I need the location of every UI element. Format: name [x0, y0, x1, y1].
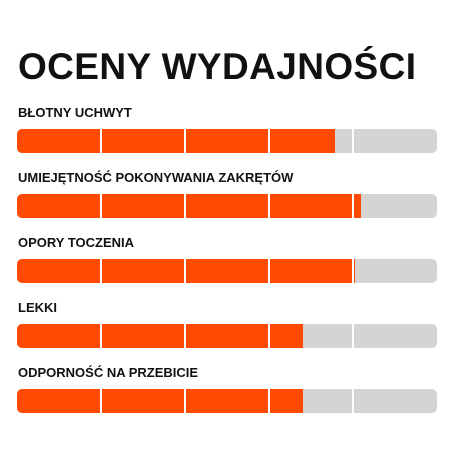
performance-ratings: BŁOTNY UCHWYT UMIEJĘTNOŚĆ POKONYWANIA ZA…: [17, 102, 437, 427]
segment-divider: [100, 324, 102, 348]
rating-bar: [17, 324, 437, 348]
rating-bar-fill: [17, 259, 356, 283]
rating-label: OPORY TOCZENIA: [18, 235, 135, 250]
rating-bar: [17, 259, 437, 283]
rating-row: LEKKI: [17, 297, 437, 362]
segment-divider: [184, 194, 186, 218]
segment-divider: [100, 259, 102, 283]
segment-divider: [268, 389, 270, 413]
segment-divider: [100, 389, 102, 413]
segment-divider: [352, 259, 354, 283]
segment-divider: [184, 389, 186, 413]
rating-row: UMIEJĘTNOŚĆ POKONYWANIA ZAKRĘTÓW: [17, 167, 437, 232]
rating-label: BŁOTNY UCHWYT: [18, 105, 132, 120]
rating-bar: [17, 389, 437, 413]
segment-divider: [352, 389, 354, 413]
segment-divider: [100, 129, 102, 153]
segment-divider: [352, 129, 354, 153]
rating-bar-fill: [17, 194, 361, 218]
page-title: OCENY WYDAJNOŚCI: [18, 45, 417, 87]
segment-divider: [268, 129, 270, 153]
segment-divider: [184, 129, 186, 153]
segment-divider: [268, 194, 270, 218]
rating-label: LEKKI: [18, 300, 57, 315]
segment-divider: [352, 324, 354, 348]
rating-bar: [17, 194, 437, 218]
segment-divider: [352, 194, 354, 218]
rating-bar: [17, 129, 437, 153]
rating-bar-fill: [17, 129, 335, 153]
segment-divider: [100, 194, 102, 218]
rating-label: ODPORNOŚĆ NA PRZEBICIE: [18, 365, 199, 380]
rating-row: OPORY TOCZENIA: [17, 232, 437, 297]
rating-label: UMIEJĘTNOŚĆ POKONYWANIA ZAKRĘTÓW: [18, 170, 294, 185]
rating-row: BŁOTNY UCHWYT: [17, 102, 437, 167]
segment-divider: [184, 324, 186, 348]
segment-divider: [268, 324, 270, 348]
rating-row: ODPORNOŚĆ NA PRZEBICIE: [17, 362, 437, 427]
rating-bar-fill: [17, 324, 303, 348]
segment-divider: [268, 259, 270, 283]
rating-bar-fill: [17, 389, 303, 413]
segment-divider: [184, 259, 186, 283]
